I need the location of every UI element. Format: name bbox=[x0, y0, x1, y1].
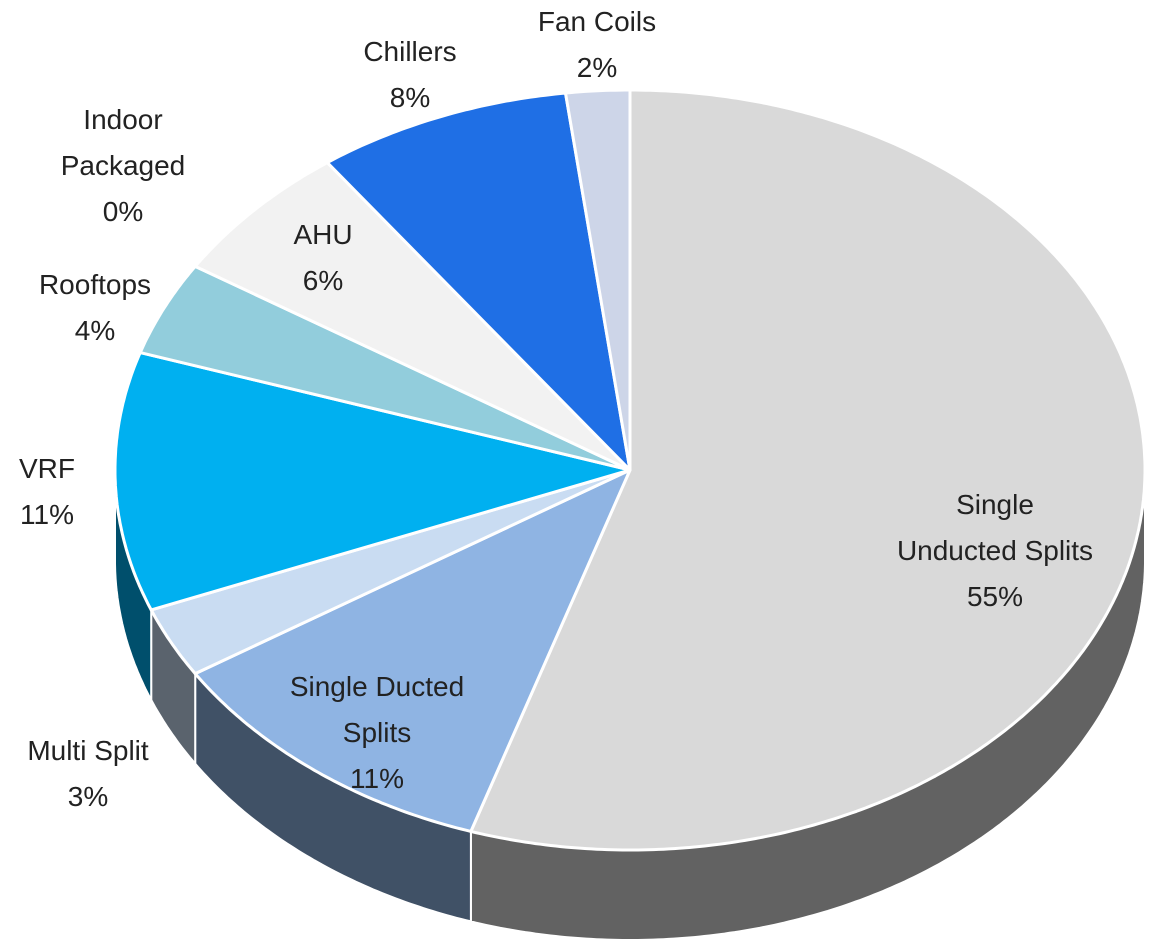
data-label-name: Fan Coils bbox=[537, 6, 657, 37]
data-label: Chillers 8% bbox=[330, 29, 490, 121]
slice bbox=[138, 264, 632, 472]
data-label: Multi Split 3% bbox=[0, 728, 188, 820]
data-label-value: 11% bbox=[350, 763, 404, 794]
data-label: Single Unducted Splits 55% bbox=[895, 482, 1096, 620]
data-label-value: 2% bbox=[576, 52, 618, 83]
data-label-name: Indoor Packaged bbox=[60, 104, 186, 181]
data-label: VRF 11% bbox=[0, 446, 107, 538]
data-label-value: 3% bbox=[67, 781, 109, 812]
data-label: Rooftops 4% bbox=[15, 262, 175, 354]
data-label-name: AHU bbox=[293, 219, 353, 250]
slice bbox=[564, 88, 632, 472]
data-label-name: Rooftops bbox=[38, 269, 152, 300]
slice bbox=[113, 351, 632, 612]
data-label: Indoor Packaged 0% bbox=[58, 97, 188, 235]
data-label-name: Multi Split bbox=[27, 735, 149, 766]
slice bbox=[193, 468, 632, 833]
slice bbox=[469, 88, 1147, 852]
data-label-name: VRF bbox=[19, 453, 75, 484]
data-label-name: Single Ducted Splits bbox=[289, 671, 465, 748]
data-label-value: 6% bbox=[302, 265, 344, 296]
data-label: AHU 6% bbox=[263, 212, 383, 304]
data-label-name: Single Unducted Splits bbox=[896, 489, 1094, 566]
data-label-value: 11% bbox=[20, 499, 74, 530]
data-label: Fan Coils 2% bbox=[512, 0, 682, 91]
data-label-value: 8% bbox=[389, 82, 431, 113]
data-label-name: Chillers bbox=[363, 36, 457, 67]
slice bbox=[149, 468, 632, 676]
data-label-value: 4% bbox=[74, 315, 116, 346]
slice bbox=[193, 161, 632, 472]
slice bbox=[325, 91, 632, 472]
data-label-value: 0% bbox=[102, 196, 144, 227]
data-label-value: 55% bbox=[966, 581, 1024, 612]
data-label: Single Ducted Splits 11% bbox=[282, 664, 472, 802]
